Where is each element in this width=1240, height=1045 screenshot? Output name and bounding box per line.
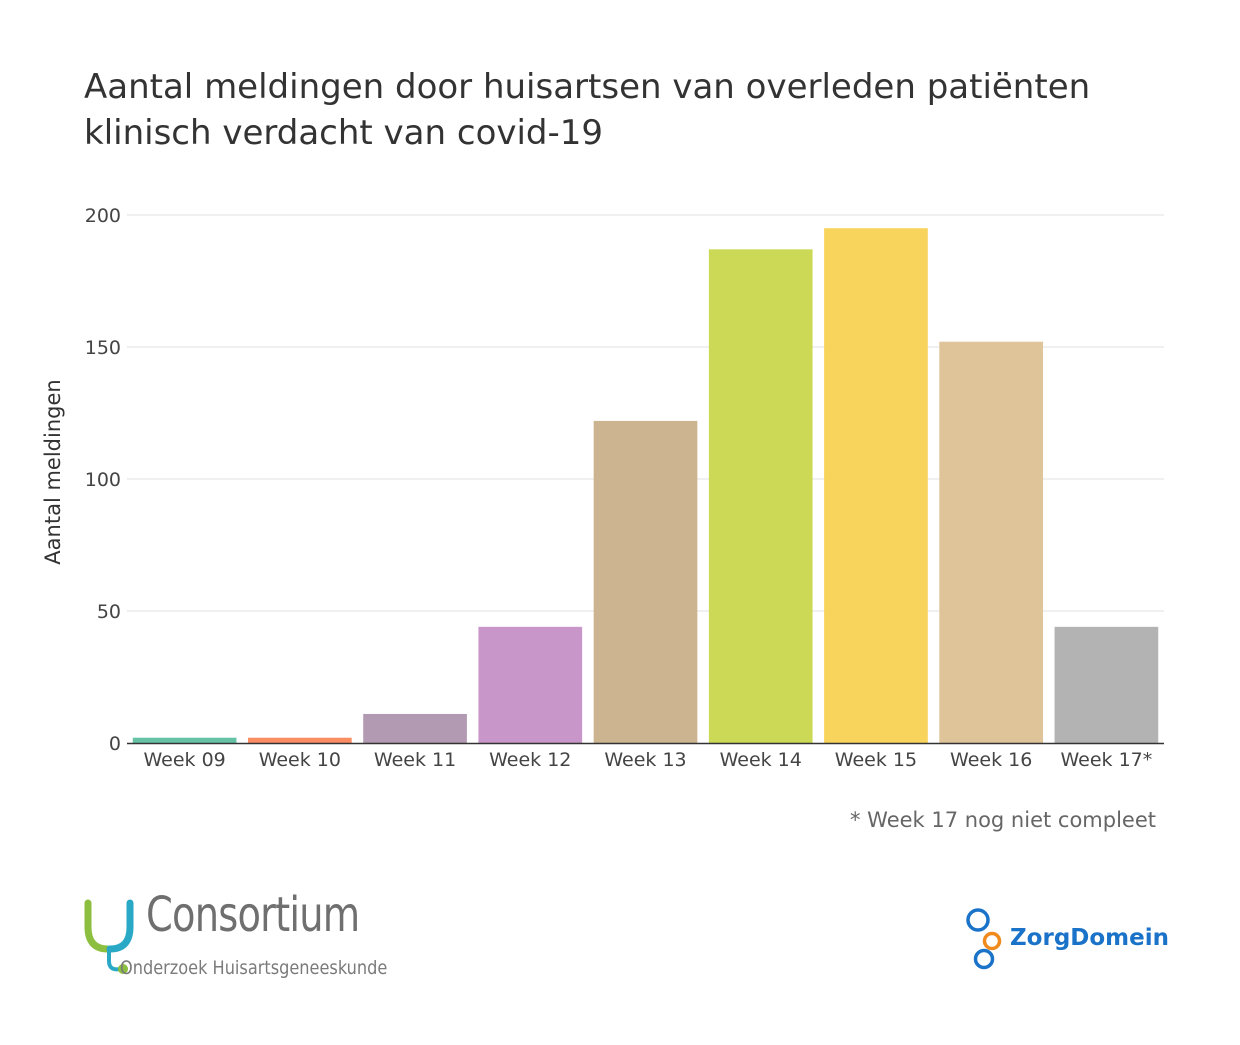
y-tick-label: 0 xyxy=(109,733,121,755)
bar-week-10 xyxy=(247,737,352,743)
x-tick-label: Week 17* xyxy=(1060,749,1152,771)
x-tick-label: Week 10 xyxy=(259,749,341,771)
x-tick-label: Week 14 xyxy=(720,749,802,771)
bar-week-09 xyxy=(132,737,237,743)
consortium-subtitle: Onderzoek Huisartsgeneeskunde xyxy=(120,957,388,979)
bar-week-16 xyxy=(939,341,1044,743)
consortium-logo: Consortium Onderzoek Huisartsgeneeskunde xyxy=(80,887,387,990)
bar-week-11 xyxy=(363,713,467,743)
footnote: * Week 17 nog niet compleet xyxy=(849,808,1156,832)
bar-week-15 xyxy=(824,228,928,743)
bar-week-14 xyxy=(708,249,813,743)
x-tick-labels: Week 09 Week 10 Week 11 Week 12 Week 13 Week … xyxy=(143,749,1152,771)
zorgdomein-logo: ZorgDomein xyxy=(958,905,1170,975)
x-tick-label: Week 09 xyxy=(143,749,225,771)
bar-week-13 xyxy=(593,420,698,743)
y-tick-label: 150 xyxy=(85,337,121,359)
y-tick-label: 50 xyxy=(97,601,121,623)
chart-title: Aantal meldingen door huisartsen van ove… xyxy=(84,64,1184,156)
y-axis-label: Aantal meldingen xyxy=(41,379,65,564)
bars xyxy=(132,228,1159,743)
x-tick-label: Week 12 xyxy=(489,749,571,771)
y-tick-label: 100 xyxy=(85,469,121,491)
zorgdomein-name: ZorgDomein xyxy=(1010,925,1170,951)
x-tick-label: Week 16 xyxy=(950,749,1032,771)
x-tick-label: Week 15 xyxy=(835,749,917,771)
zorgdomein-circles-icon xyxy=(966,908,1002,970)
y-tick-labels: 0 50 100 150 200 xyxy=(85,205,121,755)
x-tick-label: Week 13 xyxy=(604,749,686,771)
stethoscope-icon xyxy=(84,899,134,974)
x-tick-label: Week 11 xyxy=(374,749,456,771)
bar-week-17 xyxy=(1054,626,1159,743)
chart-title-line-2: klinisch verdacht van covid-19 xyxy=(84,113,604,153)
consortium-name: Consortium xyxy=(146,887,360,943)
bar-week-12 xyxy=(478,626,583,743)
y-tick-label: 200 xyxy=(85,205,121,227)
chart-title-line-1: Aantal meldingen door huisartsen van ove… xyxy=(84,67,1091,107)
